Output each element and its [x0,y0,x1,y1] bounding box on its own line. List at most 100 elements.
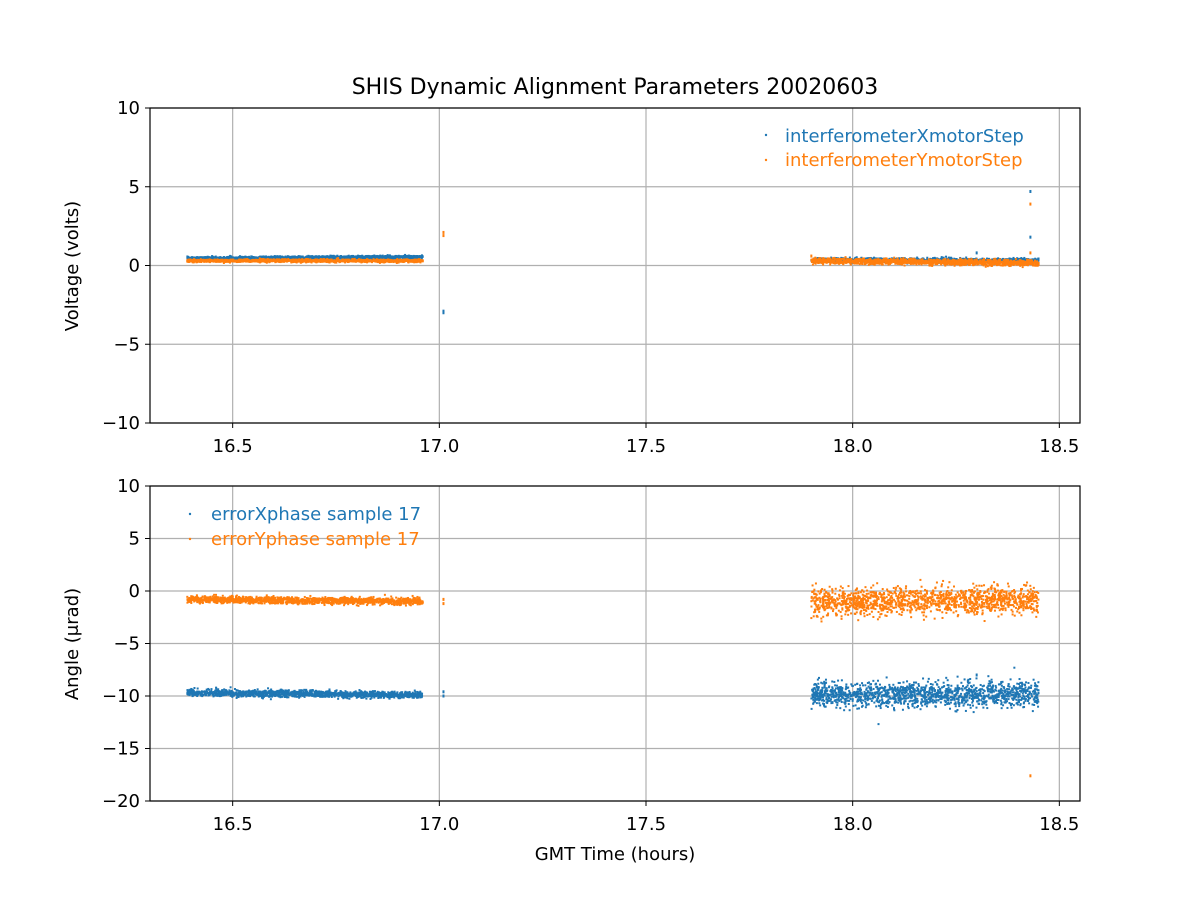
data-point-interferometerXmotorStep [269,255,272,258]
data-point-interferometerYmotorStep [200,260,203,263]
data-point-interferometerYmotorStep [360,259,363,262]
data-point-interferometerYmotorStep [276,259,279,262]
data-point-interferometerXmotorStep [953,257,956,260]
data-point-interferometerYmotorStep [368,259,371,262]
data-point-interferometerYmotorStep [323,259,326,262]
data-point-interferometerXmotorStep [879,257,882,260]
data-point-interferometerYmotorStep [407,261,410,264]
data-point-interferometerYmotorStep [968,257,971,260]
data-point-interferometerYmotorStep [277,259,280,262]
data-point-interferometerXmotorStep [218,257,221,260]
data-point-interferometerYmotorStep [272,258,275,261]
data-point-interferometerXmotorStep [309,256,312,259]
data-point-interferometerXmotorStep [406,255,409,258]
data-point-interferometerXmotorStep [233,257,236,260]
data-point-interferometerYmotorStep [320,258,323,261]
data-point-interferometerXmotorStep [193,256,196,259]
data-point-interferometerYmotorStep [310,259,313,262]
data-point-interferometerYmotorStep [304,258,307,261]
data-point-interferometerYmotorStep [992,258,995,261]
data-point-interferometerXmotorStep [298,256,301,259]
data-point-interferometerXmotorStep [394,256,397,259]
data-point-interferometerXmotorStep [376,255,379,258]
data-point-interferometerXmotorStep [940,257,943,260]
data-point-interferometerXmotorStep [308,256,311,259]
data-point-interferometerYmotorStep [275,259,278,262]
data-point-interferometerXmotorStep [240,255,243,258]
data-point-interferometerXmotorStep [940,256,943,259]
data-point-interferometerYmotorStep [999,264,1002,267]
data-point-interferometerYmotorStep [246,260,249,263]
data-point-interferometerXmotorStep [421,255,424,258]
data-point-interferometerYmotorStep [392,259,395,262]
data-point-interferometerXmotorStep [1018,257,1021,260]
data-point-interferometerYmotorStep [232,259,235,262]
data-point-interferometerYmotorStep [346,261,349,264]
data-point-interferometerYmotorStep [191,259,194,262]
data-point-interferometerYmotorStep [261,259,264,262]
data-point-interferometerXmotorStep [384,256,387,259]
data-point-interferometerYmotorStep [391,260,394,263]
data-point-interferometerXmotorStep [1008,257,1011,260]
data-point-interferometerXmotorStep [385,255,388,258]
data-point-interferometerYmotorStep [208,261,211,264]
data-point-interferometerYmotorStep [186,259,189,262]
data-point-interferometerXmotorStep [289,256,292,259]
data-point-interferometerYmotorStep [335,261,338,264]
data-point-interferometerXmotorStep [1037,257,1040,260]
data-point-interferometerXmotorStep [852,258,855,261]
data-point-interferometerYmotorStep [376,259,379,262]
data-point-interferometerYmotorStep [244,258,247,261]
data-point-interferometerXmotorStep [950,258,953,261]
data-point-interferometerYmotorStep [270,259,273,262]
data-point-interferometerXmotorStep [416,256,419,259]
data-point-interferometerYmotorStep [301,258,304,261]
data-point-interferometerXmotorStep [408,257,411,260]
data-point-interferometerXmotorStep [326,255,329,258]
data-point-interferometerYmotorStep [231,259,234,262]
data-point-interferometerXmotorStep [442,309,445,313]
data-point-interferometerXmotorStep [331,254,334,257]
data-point-interferometerXmotorStep [235,257,238,260]
data-point-interferometerYmotorStep [281,260,284,263]
data-point-interferometerYmotorStep [264,259,267,262]
data-point-interferometerYmotorStep [292,260,295,263]
data-point-interferometerXmotorStep [991,258,994,261]
data-point-interferometerXmotorStep [379,254,382,257]
data-point-interferometerYmotorStep [296,259,299,262]
data-point-interferometerXmotorStep [379,256,382,259]
data-point-interferometerXmotorStep [354,256,357,259]
data-point-interferometerYmotorStep [212,260,215,263]
data-point-interferometerYmotorStep [260,260,263,263]
data-point-interferometerXmotorStep [306,256,309,259]
data-point-interferometerYmotorStep [376,260,379,263]
data-point-interferometerXmotorStep [389,257,392,260]
data-point-interferometerXmotorStep [271,256,274,259]
data-point-interferometerXmotorStep [228,258,231,261]
data-point-interferometerYmotorStep [333,259,336,262]
data-point-interferometerYmotorStep [214,259,217,262]
data-point-interferometerXmotorStep [214,255,217,258]
data-point-interferometerYmotorStep [414,258,417,261]
data-point-interferometerYmotorStep [378,258,381,261]
data-point-interferometerYmotorStep [317,259,320,262]
data-point-interferometerXmotorStep [190,256,193,259]
data-point-interferometerYmotorStep [287,258,290,261]
data-point-interferometerXmotorStep [370,255,373,258]
data-point-interferometerYmotorStep [355,259,358,262]
data-point-interferometerYmotorStep [387,260,390,263]
data-point-interferometerXmotorStep [297,255,300,258]
data-point-interferometerYmotorStep [1014,258,1017,261]
data-point-interferometerXmotorStep [317,255,320,258]
data-point-interferometerYmotorStep [211,259,214,262]
data-point-interferometerYmotorStep [408,259,411,262]
data-point-interferometerYmotorStep [285,258,288,261]
data-point-interferometerYmotorStep [294,258,297,261]
data-point-interferometerXmotorStep [224,256,227,259]
data-point-interferometerXmotorStep [942,256,945,259]
data-point-interferometerXmotorStep [336,254,339,257]
data-point-interferometerYmotorStep [216,258,219,261]
data-point-interferometerXmotorStep [196,257,199,260]
data-point-interferometerYmotorStep [258,257,261,260]
